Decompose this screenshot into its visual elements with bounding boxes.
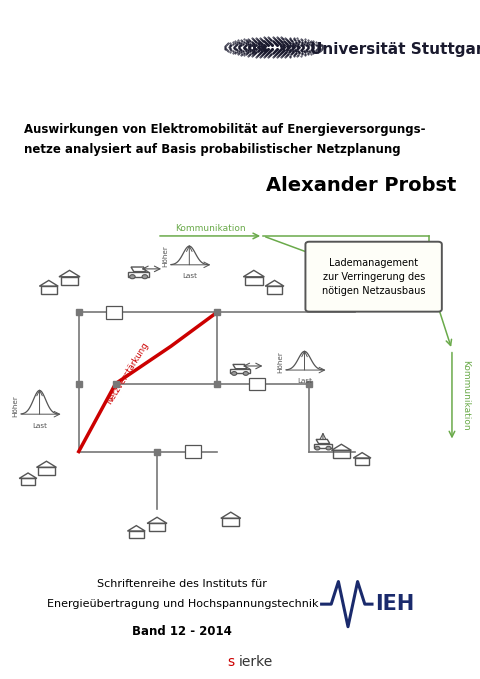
Circle shape	[243, 371, 248, 375]
Text: Last: Last	[32, 424, 47, 429]
Circle shape	[315, 446, 320, 450]
Text: Last: Last	[297, 378, 312, 384]
Circle shape	[130, 274, 135, 278]
Bar	[107, 306, 122, 319]
Text: Lademanagement
zur Verringerung des
nötigen Netzausbaus: Lademanagement zur Verringerung des nöti…	[322, 258, 425, 295]
Text: Universität Stuttgart: Universität Stuttgart	[310, 41, 480, 57]
Circle shape	[326, 446, 331, 450]
Text: netze analysiert auf Basis probabilistischer Netzplanung: netze analysiert auf Basis probabilistis…	[24, 143, 401, 156]
Text: Band 12 - 2014: Band 12 - 2014	[132, 625, 232, 638]
Text: Höher: Höher	[162, 245, 168, 268]
Circle shape	[232, 371, 237, 375]
Circle shape	[142, 274, 148, 278]
Text: Höher: Höher	[277, 350, 284, 373]
FancyBboxPatch shape	[305, 242, 442, 312]
Bar	[185, 445, 201, 458]
Text: Alexander Probst: Alexander Probst	[265, 176, 456, 195]
Text: IEH: IEH	[375, 594, 415, 614]
Bar	[249, 378, 265, 390]
Text: Höher: Höher	[12, 394, 18, 417]
Text: Energieübertragung und Hochspannungstechnik: Energieübertragung und Hochspannungstech…	[47, 599, 318, 609]
Text: Kommunikation: Kommunikation	[461, 360, 470, 431]
Text: Last: Last	[182, 273, 197, 278]
Text: Netzverstärkung: Netzverstärkung	[104, 341, 150, 406]
Text: s: s	[227, 655, 234, 669]
Text: Auswirkungen von Elektromobilität auf Energieversorgungs-: Auswirkungen von Elektromobilität auf En…	[24, 124, 425, 136]
Text: Schriftenreihe des Instituts für: Schriftenreihe des Instituts für	[97, 579, 267, 589]
Text: ierke: ierke	[239, 655, 273, 669]
Text: Kommunikation: Kommunikation	[175, 223, 245, 232]
